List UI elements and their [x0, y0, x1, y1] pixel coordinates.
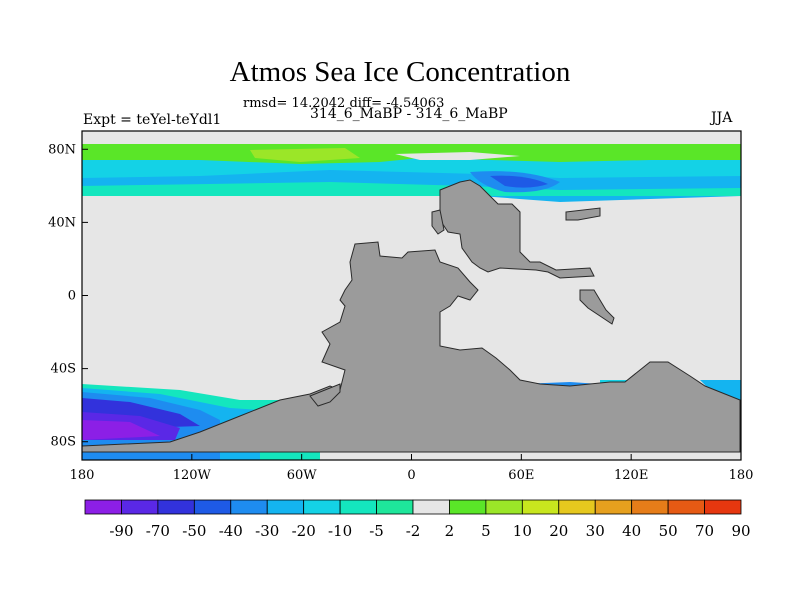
colorbar-swatch	[449, 499, 487, 515]
rmsd-diff-stats: rmsd= 14.2042 diff= -4.54063	[243, 96, 445, 111]
colorbar-label: -50	[182, 522, 206, 540]
longitude-axis: 180 120W 60W 0 60E 120E 180	[70, 454, 754, 483]
colorbar-label: 5	[481, 522, 491, 540]
lon-tick-label: 120E	[614, 468, 648, 483]
arctic-dark-blue-patch	[490, 175, 548, 188]
lat-tick-label: 80S	[51, 435, 76, 450]
colorbar-label: 40	[622, 522, 641, 540]
colorbar-swatch	[84, 499, 122, 515]
colorbar-swatch	[521, 499, 560, 515]
colorbar-swatch	[594, 499, 633, 515]
landmass-europe-asia	[439, 179, 595, 279]
colorbar-swatch	[121, 499, 159, 515]
colorbar-label: -10	[328, 522, 352, 540]
colorbar-swatch	[157, 499, 195, 515]
colorbar-swatch	[376, 499, 414, 515]
lat-tick-label: 80N	[48, 142, 76, 157]
arctic-teal-edge	[82, 182, 741, 196]
colorbar-label: -90	[109, 522, 133, 540]
run-label: 314_6_MaBP - 314_6_MaBP	[310, 106, 508, 122]
pacific-edge-blue	[700, 380, 741, 436]
colorbar-swatch	[303, 499, 341, 515]
colorbar-label: 20	[549, 522, 568, 540]
colorbar-swatch	[193, 499, 232, 515]
landmass-arctic-island	[565, 207, 601, 221]
landmass-southeast-islands	[579, 289, 615, 325]
lat-tick-label: 40S	[51, 362, 76, 377]
colorbar-label: 70	[695, 522, 714, 540]
landmass-americas-antarctica	[82, 241, 741, 453]
colorbar-label: 10	[513, 522, 532, 540]
colorbar-label: 50	[659, 522, 678, 540]
colorbar-swatch	[558, 499, 596, 515]
arctic-anomaly-band	[82, 131, 741, 202]
colorbar-label: 30	[586, 522, 605, 540]
colorbar-swatch	[266, 499, 305, 515]
lon-tick-label: 0	[407, 468, 415, 483]
land-masses	[82, 179, 741, 453]
colorbar-label: -70	[146, 522, 170, 540]
colorbar-swatch	[704, 499, 742, 515]
arctic-yellow-green-patch	[250, 148, 360, 162]
lon-tick-label: 180	[729, 468, 754, 483]
arctic-gap	[395, 152, 520, 160]
colorbar-swatch	[339, 499, 377, 515]
antarctic-purple	[82, 420, 160, 440]
landmass-africa-horn	[431, 209, 445, 235]
colorbar-swatch	[230, 499, 268, 515]
colorbar-label: -20	[292, 522, 316, 540]
map-panel	[82, 131, 741, 460]
lon-tick-label: 60W	[287, 468, 318, 483]
colorbar-swatch	[631, 499, 669, 515]
latitude-axis: 80N 40N 0 40S 80S	[48, 142, 88, 450]
colorbar-label: 2	[445, 522, 455, 540]
colorbar-label: -40	[219, 522, 243, 540]
colorbar-label: -5	[369, 522, 384, 540]
colorbar: -90 -70 -50 -40 -30 -20 -10 -5 -2 2 5 10 20 30 40 50 70 9…	[84, 499, 751, 540]
lon-tick-label: 180	[70, 468, 95, 483]
landmass-peninsula	[309, 383, 341, 407]
experiment-label: Expt = teYel-teYdl1	[83, 112, 222, 128]
lon-tick-label: 120W	[173, 468, 212, 483]
lat-tick-label: 0	[68, 289, 76, 304]
colorbar-label: 90	[731, 522, 750, 540]
lat-tick-label: 40N	[48, 215, 76, 230]
colorbar-label: -30	[255, 522, 279, 540]
polar-no-change	[82, 131, 741, 144]
colorbar-swatch	[485, 499, 523, 515]
colorbar-label: -2	[406, 522, 421, 540]
season-label: JJA	[711, 110, 733, 126]
colorbar-swatch	[667, 499, 705, 515]
lon-tick-label: 60E	[508, 468, 534, 483]
colorbar-swatch	[412, 499, 450, 515]
plot-title: Atmos Sea Ice Concentration	[229, 56, 571, 88]
